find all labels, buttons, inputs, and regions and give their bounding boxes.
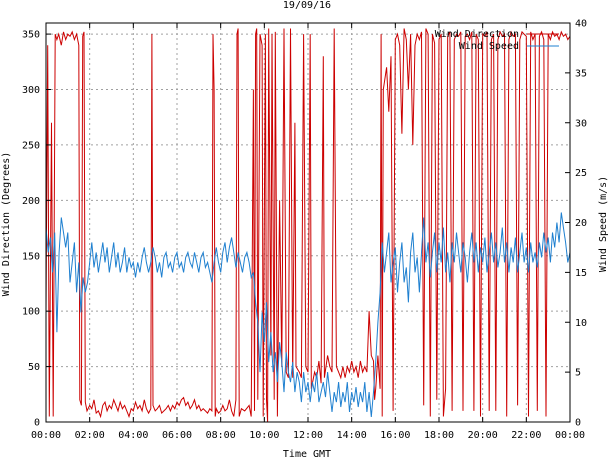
y-left-tick-label: 50 xyxy=(28,362,40,373)
y-right-tick-label: 20 xyxy=(575,218,587,229)
x-tick-label: 12:00 xyxy=(293,430,323,441)
y-right-tick-label: 0 xyxy=(575,418,581,429)
x-tick-label: 08:00 xyxy=(206,430,236,441)
y-right-tick-label: 35 xyxy=(575,68,587,79)
y-left-tick-label: 250 xyxy=(22,140,40,151)
x-tick-label: 18:00 xyxy=(424,430,454,441)
y-left-tick-label: 100 xyxy=(22,307,40,318)
series-wind-direction xyxy=(45,28,571,423)
x-tick-label: 22:00 xyxy=(511,430,541,441)
y-right-tick-label: 30 xyxy=(575,118,587,129)
legend-label-wind-direction: Wind Direction xyxy=(435,29,519,40)
y-right-tick-label: 15 xyxy=(575,268,587,279)
x-tick-label: 04:00 xyxy=(118,430,148,441)
legend-label-wind-speed: Wind Speed xyxy=(459,41,519,52)
y-left-tick-label: 300 xyxy=(22,85,40,96)
x-tick-label: 16:00 xyxy=(380,430,410,441)
y-right-tick-label: 40 xyxy=(575,19,587,30)
series-layer xyxy=(45,28,571,423)
y-right-tick-label: 10 xyxy=(575,318,587,329)
y-axis-right-label: Wind Speed (m/s) xyxy=(598,176,609,272)
series-wind-speed xyxy=(45,212,571,418)
x-tick-label: 06:00 xyxy=(162,430,192,441)
x-tick-label: 10:00 xyxy=(249,430,279,441)
x-tick-label: 02:00 xyxy=(75,430,105,441)
x-tick-label: 00:00 xyxy=(555,430,585,441)
y-axis-left-label: Wind Direction (Degrees) xyxy=(1,152,12,297)
x-axis-label: Time GMT xyxy=(283,449,331,459)
chart-title: 19/09/16 xyxy=(283,0,331,11)
y-left-tick-label: 350 xyxy=(22,30,40,41)
y-left-tick-label: 150 xyxy=(22,251,40,262)
axis-ticks: 00:00 02:00 04:00 06:00 08:00 10:00 12:00 14:00… xyxy=(22,19,587,442)
x-tick-label: 20:00 xyxy=(468,430,498,441)
legend: Wind Direction Wind Speed xyxy=(435,29,559,52)
y-left-tick-label: 200 xyxy=(22,196,40,207)
y-left-tick-label: 0 xyxy=(34,418,40,429)
y-right-tick-label: 25 xyxy=(575,168,587,179)
y-right-tick-label: 5 xyxy=(575,368,581,379)
x-tick-label: 14:00 xyxy=(337,430,367,441)
x-tick-label: 00:00 xyxy=(31,430,61,441)
